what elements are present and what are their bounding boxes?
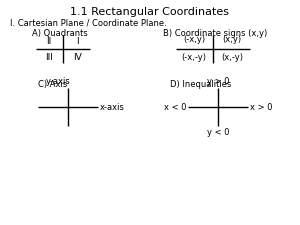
Text: I. Cartesian Plane / Coordinate Plane.: I. Cartesian Plane / Coordinate Plane. — [10, 19, 167, 28]
Text: (-x,-y): (-x,-y) — [182, 54, 206, 63]
Text: III: III — [45, 54, 53, 63]
Text: y < 0: y < 0 — [207, 128, 229, 137]
Text: y > 0: y > 0 — [207, 77, 229, 86]
Text: I: I — [76, 36, 78, 45]
Text: C) Axis: C) Axis — [38, 80, 67, 89]
Text: (x,y): (x,y) — [222, 36, 242, 45]
Text: B) Coordinate signs (x,y): B) Coordinate signs (x,y) — [163, 29, 267, 38]
Text: (-x,y): (-x,y) — [183, 36, 205, 45]
Text: y-axis: y-axis — [46, 77, 70, 86]
Text: x > 0: x > 0 — [250, 103, 272, 112]
Text: A) Quadrants: A) Quadrants — [32, 29, 88, 38]
Text: 1.1 Rectangular Coordinates: 1.1 Rectangular Coordinates — [70, 7, 230, 17]
Text: II: II — [46, 36, 52, 45]
Text: (x,-y): (x,-y) — [221, 54, 243, 63]
Text: IV: IV — [73, 54, 81, 63]
Text: D) Inequalities: D) Inequalities — [170, 80, 231, 89]
Text: x < 0: x < 0 — [164, 103, 186, 112]
Text: x-axis: x-axis — [100, 103, 125, 112]
